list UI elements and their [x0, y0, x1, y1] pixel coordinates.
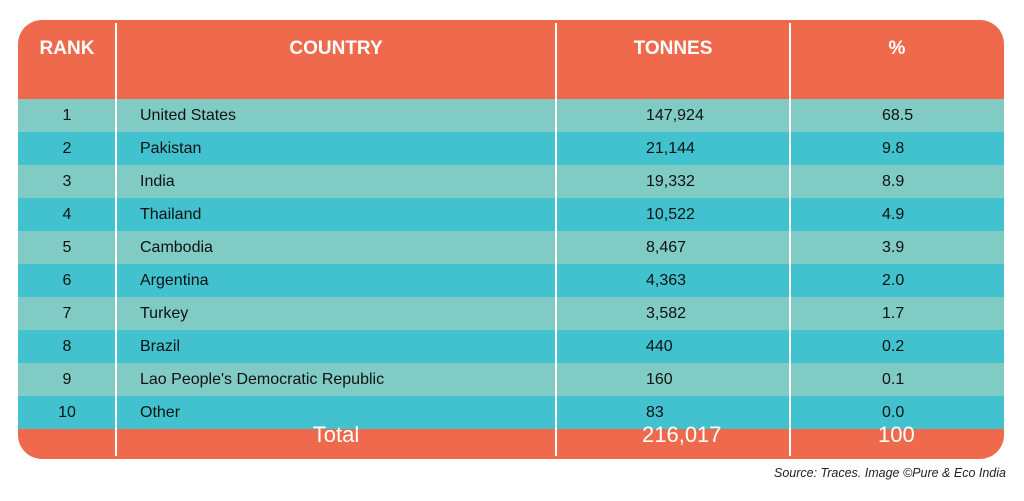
- cell-percent: 8.9: [882, 172, 905, 190]
- cell-country: India: [140, 172, 175, 190]
- cell-tonnes: 8,467: [646, 238, 687, 256]
- table-row: 9 Lao People's Democratic Republic 160 0.1: [18, 363, 1004, 396]
- cell-tonnes: 160: [646, 370, 673, 388]
- table-row: 10 Other 83 0.0: [18, 396, 1004, 429]
- cell-rank: 5: [62, 238, 72, 256]
- column-divider: [555, 23, 557, 456]
- cell-rank: 1: [62, 106, 72, 124]
- cell-country: Cambodia: [140, 238, 213, 256]
- cell-rank: 9: [62, 370, 72, 388]
- cell-rank: 4: [62, 205, 72, 223]
- table-body: 1 United States 147,924 68.5 2 Pakistan 21,144…: [18, 99, 1004, 429]
- cell-percent: 9.8: [882, 139, 905, 157]
- table-row: 7 Turkey 3,582 1.7: [18, 297, 1004, 330]
- cell-tonnes: 10,522: [646, 205, 695, 223]
- data-table: RANK COUNTRY TONNES % 1 United States 147,…: [18, 20, 1004, 459]
- header-rank: RANK: [39, 37, 95, 59]
- column-divider: [789, 23, 791, 456]
- cell-percent: 4.9: [882, 205, 905, 223]
- cell-country: Argentina: [140, 271, 209, 289]
- cell-country: Turkey: [140, 304, 189, 322]
- cell-tonnes: 440: [646, 337, 673, 355]
- cell-tonnes: 21,144: [646, 139, 695, 157]
- table-row: 1 United States 147,924 68.5: [18, 99, 1004, 132]
- source-caption: Source: Traces. Image ©Pure & Eco India: [773, 466, 1006, 480]
- header-country: COUNTRY: [289, 37, 383, 59]
- table-row: 2 Pakistan 21,144 9.8: [18, 132, 1004, 165]
- table-row: 5 Cambodia 8,467 3.9: [18, 231, 1004, 264]
- cell-percent: 0.2: [882, 337, 905, 355]
- table-row: 3 India 19,332 8.9: [18, 165, 1004, 198]
- total-percent: 100: [878, 422, 915, 447]
- cell-rank: 6: [62, 271, 72, 289]
- cell-tonnes: 3,582: [646, 304, 687, 322]
- cell-country: Thailand: [140, 205, 202, 223]
- cell-tonnes: 83: [646, 403, 664, 421]
- cell-country: United States: [140, 106, 237, 124]
- cell-percent: 0.1: [882, 370, 905, 388]
- cell-tonnes: 147,924: [646, 106, 704, 124]
- table-header: RANK COUNTRY TONNES %: [18, 20, 1004, 77]
- cell-tonnes: 4,363: [646, 271, 687, 289]
- cell-country: Pakistan: [140, 139, 202, 157]
- total-label: Total: [312, 422, 360, 447]
- column-divider: [115, 23, 117, 456]
- cell-percent: 3.9: [882, 238, 905, 256]
- cell-tonnes: 19,332: [646, 172, 695, 190]
- header-percent: %: [888, 37, 906, 59]
- cell-country: Brazil: [140, 337, 181, 355]
- cell-country: Lao People's Democratic Republic: [140, 370, 385, 388]
- total-tonnes: 216,017: [642, 422, 722, 447]
- table-row: 4 Thailand 10,522 4.9: [18, 198, 1004, 231]
- cell-percent: 2.0: [882, 271, 905, 289]
- table-row: 6 Argentina 4,363 2.0: [18, 264, 1004, 297]
- cell-percent: 68.5: [882, 106, 914, 124]
- cell-percent: 1.7: [882, 304, 905, 322]
- cell-rank: 2: [62, 139, 72, 157]
- cell-rank: 10: [58, 403, 76, 421]
- header-tonnes: TONNES: [633, 37, 713, 59]
- cell-country: Other: [140, 403, 181, 421]
- total-row: Total 216,017 100: [18, 411, 1004, 459]
- cell-rank: 3: [62, 172, 72, 190]
- table-row: 8 Brazil 440 0.2: [18, 330, 1004, 363]
- cell-percent: 0.0: [882, 403, 905, 421]
- cell-rank: 8: [62, 337, 72, 355]
- cell-rank: 7: [62, 304, 72, 322]
